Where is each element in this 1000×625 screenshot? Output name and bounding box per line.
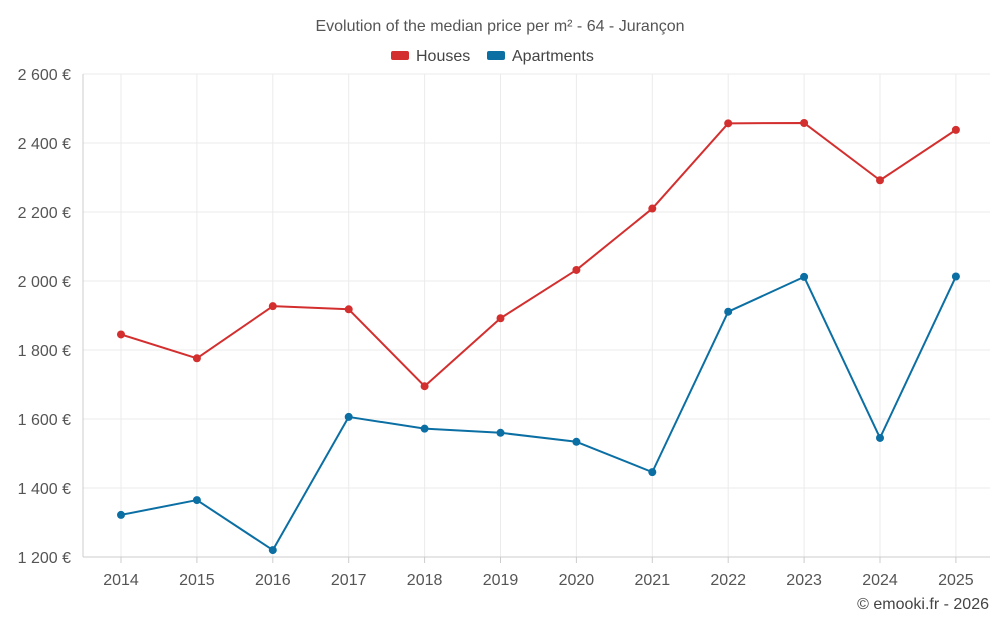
axes: 1 200 € 1 400 € 1 600 € 1 800 € 2 000 € 2 200… (18, 67, 990, 589)
x-tick-label: 2018 (407, 572, 443, 589)
data-point-apartments[interactable] (420, 424, 429, 433)
data-point-apartments[interactable] (344, 412, 353, 421)
data-point-apartments[interactable] (268, 546, 277, 555)
series-line-apartments (120, 275, 957, 552)
legend-label-apartments: Apartments (512, 48, 594, 65)
data-point-houses[interactable] (572, 265, 581, 274)
y-tick-label: 1 200 € (18, 550, 71, 567)
data-point-houses[interactable] (268, 302, 277, 311)
chart-title: Evolution of the median price per m² - 6… (315, 18, 684, 35)
x-tick-label: 2022 (710, 572, 746, 589)
data-point-houses[interactable] (192, 354, 201, 363)
x-tick-label: 2024 (862, 572, 898, 589)
series-line-houses (120, 121, 957, 388)
data-point-apartments[interactable] (648, 468, 657, 477)
data-point-houses[interactable] (951, 125, 960, 134)
data-point-apartments[interactable] (951, 272, 960, 281)
x-tick-label: 2020 (559, 572, 595, 589)
y-tick-label: 2 200 € (18, 205, 71, 222)
series-houses (117, 118, 960, 391)
x-tick-label: 2016 (255, 572, 291, 589)
data-point-apartments[interactable] (192, 496, 201, 505)
data-point-houses[interactable] (344, 305, 353, 314)
data-point-houses[interactable] (496, 314, 505, 323)
footer-credit: © emooki.fr - 2026 (857, 596, 989, 613)
legend-swatch-houses (391, 51, 409, 60)
data-point-houses[interactable] (648, 204, 657, 213)
legend-label-houses: Houses (416, 48, 470, 65)
data-point-houses[interactable] (800, 118, 809, 127)
x-tick-label: 2015 (179, 572, 215, 589)
x-tick-label: 2014 (103, 572, 139, 589)
data-point-apartments[interactable] (117, 510, 125, 519)
legend-item-apartments[interactable]: Apartments (487, 48, 594, 65)
data-point-houses[interactable] (724, 119, 733, 128)
data-point-houses[interactable] (117, 330, 125, 339)
data-point-apartments[interactable] (724, 307, 733, 316)
x-tick-label: 2021 (635, 572, 671, 589)
x-tick-label: 2025 (938, 572, 974, 589)
data-point-houses[interactable] (876, 176, 884, 185)
legend-swatch-apartments (487, 51, 505, 60)
y-tick-label: 1 800 € (18, 343, 71, 360)
grid (83, 73, 990, 558)
data-point-apartments[interactable] (876, 433, 884, 442)
y-tick-label: 2 000 € (18, 274, 71, 291)
data-point-houses[interactable] (420, 382, 429, 391)
y-tick-label: 2 400 € (18, 136, 71, 153)
data-point-apartments[interactable] (572, 437, 581, 446)
data-point-apartments[interactable] (800, 272, 809, 281)
y-tick-label: 1 400 € (18, 481, 71, 498)
x-tick-label: 2017 (331, 572, 367, 589)
legend: Houses Apartments (391, 48, 594, 65)
data-point-apartments[interactable] (496, 428, 505, 437)
series-group (117, 118, 960, 555)
series-apartments (117, 272, 960, 555)
x-tick-label: 2019 (483, 572, 519, 589)
x-tick-label: 2023 (786, 572, 822, 589)
legend-item-houses[interactable]: Houses (391, 48, 470, 65)
y-tick-label: 1 600 € (18, 412, 71, 429)
y-tick-label: 2 600 € (18, 67, 71, 84)
